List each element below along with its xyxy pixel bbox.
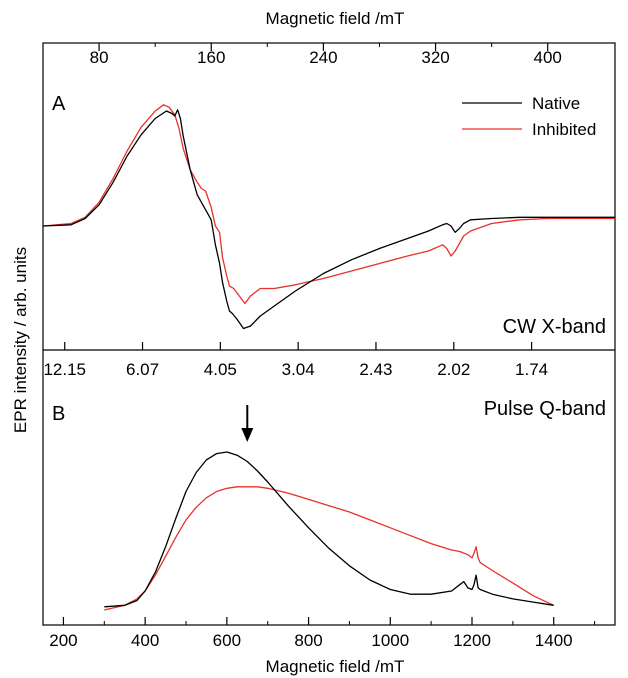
- pulse-qband-label: Pulse Q-band: [484, 398, 606, 420]
- bottom-axis-title: Magnetic field /mT: [266, 657, 405, 676]
- top-axis-tick-label: 240: [309, 48, 337, 67]
- legend-native-label: Native: [532, 94, 580, 113]
- bottom-axis-tick-label: 200: [49, 631, 77, 650]
- plot-frame: [42, 42, 616, 626]
- top-axis-tick-label: 400: [534, 48, 562, 67]
- bottom-axis-tick-label: 800: [294, 631, 322, 650]
- legend-inhibited-label: Inhibited: [532, 120, 596, 139]
- top-axis-tick-label: 320: [421, 48, 449, 67]
- panel-b-inhibited-line: [104, 486, 554, 611]
- bottom-axis-tick-label: 400: [131, 631, 159, 650]
- top-axis-tick-label: 80: [90, 48, 109, 67]
- arrow-annotation: [241, 405, 254, 442]
- y-axis-title: EPR intensity / arb. units: [11, 247, 30, 433]
- cw-xband-label: CW X-band: [503, 316, 606, 338]
- g-value-tick-label: 2.02: [437, 360, 470, 379]
- panel-a-inhibited-line: [42, 104, 615, 305]
- panel-b-native-line: [104, 451, 554, 608]
- bottom-axis-tick-label: 600: [213, 631, 241, 650]
- g-value-tick-label: 4.05: [204, 360, 237, 379]
- g-value-tick-label: 1.74: [515, 360, 548, 379]
- panel-a-letter: A: [52, 93, 66, 115]
- top-axis-title: Magnetic field /mT: [266, 9, 405, 28]
- panel-b-letter: B: [52, 403, 65, 425]
- top-axis-tick-label: 160: [197, 48, 225, 67]
- bottom-axis-tick-label: 1000: [371, 631, 409, 650]
- bottom-axis-tick-label: 1200: [453, 631, 491, 650]
- g-value-tick-label: 2.43: [359, 360, 392, 379]
- g-value-tick-label: 3.04: [282, 360, 315, 379]
- g-value-tick-label: 12.15: [43, 360, 86, 379]
- ticks-layer: 80 160 240 320 400 12.15 6.07 4.05 3.04 2.43 2.02 1…: [43, 43, 596, 650]
- panel-a-native-line: [42, 109, 615, 330]
- g-value-tick-label: 6.07: [126, 360, 159, 379]
- series-layer: [42, 104, 615, 611]
- arrow-head: [241, 428, 254, 442]
- bottom-axis-tick-label: 1400: [535, 631, 573, 650]
